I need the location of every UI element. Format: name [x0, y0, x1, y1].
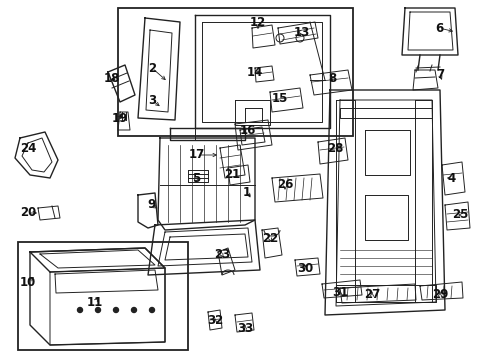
Text: 8: 8	[327, 72, 335, 85]
Circle shape	[113, 307, 118, 312]
Text: 4: 4	[447, 171, 455, 184]
Text: 14: 14	[246, 66, 263, 78]
Text: 16: 16	[239, 123, 256, 136]
Text: 6: 6	[434, 22, 442, 35]
Text: 23: 23	[213, 248, 230, 261]
Text: 29: 29	[431, 288, 447, 302]
Circle shape	[149, 307, 154, 312]
Text: 28: 28	[326, 141, 343, 154]
Text: 26: 26	[276, 179, 293, 192]
Text: 5: 5	[191, 171, 200, 184]
Text: 13: 13	[293, 26, 309, 39]
Circle shape	[131, 307, 136, 312]
Text: 30: 30	[296, 261, 312, 274]
Text: 24: 24	[20, 141, 36, 154]
Text: 18: 18	[103, 72, 120, 85]
Text: 7: 7	[435, 68, 443, 81]
Text: 21: 21	[224, 168, 240, 181]
Text: 33: 33	[236, 321, 253, 334]
Text: 10: 10	[20, 275, 36, 288]
Text: 2: 2	[148, 62, 156, 75]
Text: 9: 9	[147, 198, 156, 211]
Bar	[18, 242, 187, 350]
Text: 22: 22	[262, 231, 278, 244]
Text: 32: 32	[206, 314, 223, 327]
Text: 17: 17	[188, 148, 204, 162]
Text: 1: 1	[243, 185, 250, 198]
Text: 27: 27	[363, 288, 379, 302]
Text: 3: 3	[148, 94, 156, 107]
Circle shape	[95, 307, 101, 312]
Text: 12: 12	[249, 15, 265, 28]
Bar	[118, 8, 352, 136]
Text: 19: 19	[112, 112, 128, 125]
Circle shape	[77, 307, 82, 312]
Text: 11: 11	[87, 296, 103, 309]
Text: 31: 31	[331, 285, 347, 298]
Text: 15: 15	[271, 91, 287, 104]
Text: 25: 25	[451, 208, 467, 221]
Text: 20: 20	[20, 207, 36, 220]
